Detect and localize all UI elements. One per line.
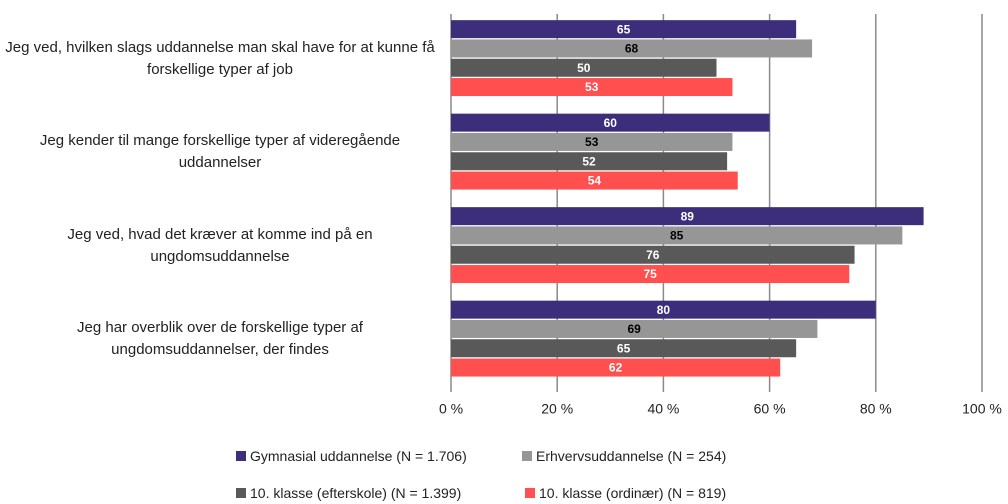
category-label: Jeg ved, hvilken slags uddannelse man sk… <box>5 38 435 78</box>
x-tick-label: 0 % <box>439 401 463 417</box>
bar <box>451 339 797 358</box>
value-label: 50 <box>577 61 591 75</box>
x-tick-label: 100 % <box>962 401 1002 417</box>
bar <box>451 319 818 338</box>
bar <box>451 358 781 377</box>
bar <box>451 245 855 264</box>
bar <box>451 20 797 39</box>
bar <box>451 113 770 132</box>
value-label: 53 <box>585 80 599 94</box>
legend-label: 10. klasse (efterskole) (N = 1.399) <box>250 485 462 501</box>
x-tick-label: 40 % <box>647 401 679 417</box>
bar <box>451 39 813 58</box>
bar <box>451 226 903 245</box>
legend-swatch <box>236 488 246 498</box>
value-label: 69 <box>628 322 642 336</box>
value-label: 75 <box>643 267 657 281</box>
legend-label: Gymnasial uddannelse (N = 1.706) <box>250 448 467 464</box>
x-tick-label: 80 % <box>860 401 892 417</box>
value-label: 53 <box>585 135 599 149</box>
value-label: 60 <box>604 116 618 130</box>
legend-label: Erhvervsuddannelse (N = 254) <box>536 448 727 464</box>
bar <box>451 78 733 97</box>
value-label: 54 <box>588 174 602 188</box>
legend-swatch <box>236 451 246 461</box>
value-label: 65 <box>617 341 631 355</box>
value-label: 68 <box>625 42 639 56</box>
category-label: Jeg kender til mange forskellige typer a… <box>39 132 401 172</box>
legend-item: 10. klasse (ordinær) (N = 819) <box>525 485 726 501</box>
legend-label: 10. klasse (ordinær) (N = 819) <box>539 485 727 501</box>
bar <box>451 265 850 284</box>
value-label: 80 <box>657 303 671 317</box>
legend-swatch <box>525 488 535 498</box>
legend-item: Erhvervsuddannelse (N = 254) <box>522 448 726 464</box>
x-tick-label: 60 % <box>754 401 786 417</box>
value-label: 52 <box>582 154 596 168</box>
bar <box>451 152 728 171</box>
value-label: 76 <box>646 248 660 262</box>
category-label: Jeg ved, hvad det kræver at komme ind på… <box>67 225 373 265</box>
legend-swatch <box>522 451 532 461</box>
value-label: 85 <box>670 229 684 243</box>
bar <box>451 207 924 226</box>
bar <box>451 300 876 319</box>
bar <box>451 58 717 77</box>
bar <box>451 132 733 151</box>
value-label: 62 <box>609 361 623 375</box>
value-label: 89 <box>681 209 695 223</box>
legend-item: 10. klasse (efterskole) (N = 1.399) <box>236 485 461 501</box>
legend-item: Gymnasial uddannelse (N = 1.706) <box>236 448 467 464</box>
value-label: 65 <box>617 22 631 36</box>
x-tick-label: 20 % <box>541 401 573 417</box>
category-label: Jeg har overblik over de forskellige typ… <box>77 319 363 359</box>
bar <box>451 171 738 190</box>
